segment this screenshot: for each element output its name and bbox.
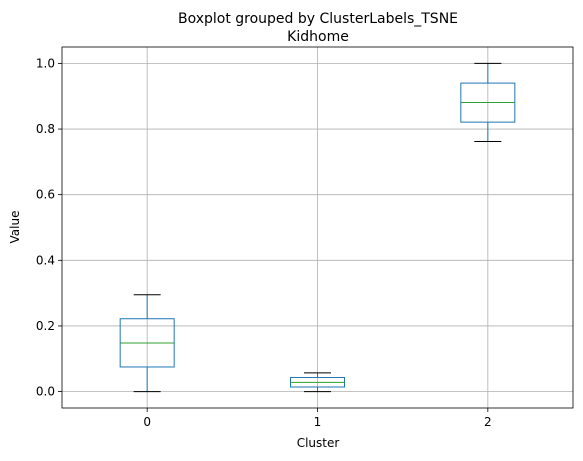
chart-title: Kidhome [287,29,349,45]
y-tick-label: 0.2 [36,319,55,333]
y-tick-label: 1.0 [36,56,55,70]
y-tick-label: 0.6 [36,188,55,202]
chart-suptitle: Boxplot grouped by ClusterLabels_TSNE [178,11,458,27]
x-tick-label: 0 [143,415,151,429]
y-tick-label: 0.0 [36,385,55,399]
x-tick-label: 2 [484,415,492,429]
x-axis-label: Cluster [297,436,340,450]
y-axis-label: Value [8,211,22,244]
box-group-1 [290,372,345,393]
box-group-0 [119,294,175,393]
y-tick-label: 0.4 [36,253,55,267]
y-tick-label: 0.8 [36,122,55,136]
axes-frame [61,46,574,409]
axes: 0.0 0.2 0.4 0.6 0.8 1.0 0 1 2 [36,46,574,429]
box-group-2 [460,62,516,143]
x-tick-label: 1 [314,415,322,429]
plot-area [119,62,516,393]
